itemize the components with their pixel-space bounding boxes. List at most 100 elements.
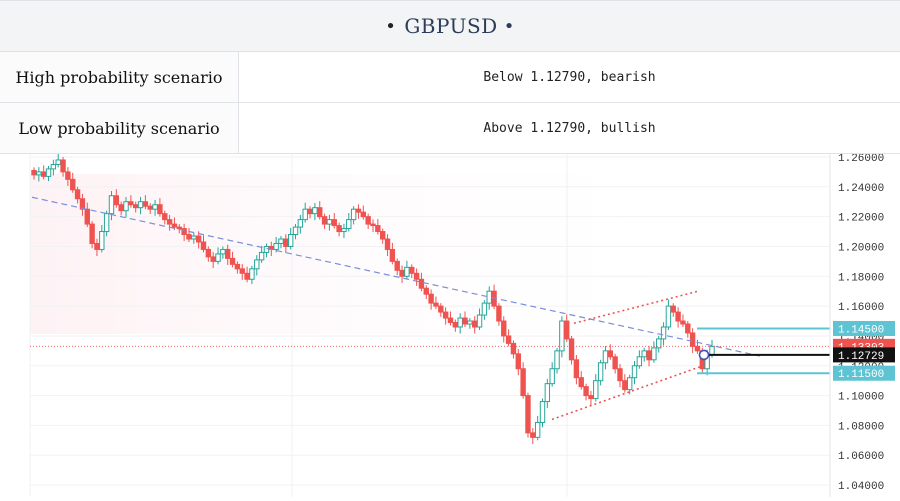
candle-bearish: [375, 225, 381, 233]
candle-bullish: [626, 377, 633, 391]
candle-bullish: [326, 219, 333, 225]
candle-bearish: [428, 293, 434, 304]
candle-bearish: [74, 189, 81, 200]
y-tick-label: 1.24000: [838, 183, 884, 195]
candle-bullish: [287, 234, 294, 247]
level-label-text: 1.14500: [838, 324, 884, 336]
y-tick-label: 1.20000: [838, 242, 884, 254]
candle-bullish: [263, 245, 270, 253]
price-chart: 1.26000 1.24000 1.22000 1.20000 1.18000 1.160…: [0, 153, 900, 497]
y-tick-label: 1.16000: [838, 302, 884, 314]
candle-bullish: [191, 235, 197, 240]
candle-bearish: [205, 248, 212, 258]
candle-bearish: [423, 287, 429, 295]
candle-bullish: [36, 171, 42, 176]
candle-bearish: [505, 335, 512, 344]
candle-bearish: [525, 395, 531, 434]
candle-bullish: [709, 345, 715, 356]
candle-bearish: [384, 238, 391, 250]
candle-bullish: [457, 317, 463, 328]
candle-bullish: [404, 266, 410, 277]
candle-bearish: [685, 323, 691, 334]
candle-bearish: [433, 302, 439, 307]
scenario-row-high: High probability scenario Below 1.12790,…: [0, 52, 900, 103]
candle-bearish: [229, 257, 236, 265]
candle-bearish: [355, 208, 362, 213]
candle-bearish: [394, 260, 400, 271]
candle-bearish: [370, 223, 376, 227]
key-level-marker: [698, 349, 710, 361]
candle-bearish: [568, 338, 575, 361]
candle-bearish: [520, 368, 526, 397]
chart-svg: 1.26000 1.24000 1.22000 1.20000 1.18000 1.160…: [29, 153, 895, 497]
candle-bullish: [297, 219, 304, 228]
candle-bearish: [210, 256, 216, 262]
candle-bearish: [622, 380, 628, 391]
candle-bearish: [234, 263, 241, 270]
candle-bullish: [476, 314, 483, 328]
candle-bullish: [292, 226, 299, 236]
title-bullet-right: •: [503, 15, 515, 37]
candle-bearish: [472, 320, 478, 328]
candle-bullish: [350, 208, 357, 221]
title-row: • GBPUSD •: [0, 1, 900, 52]
candle-bullish: [273, 242, 279, 250]
candle-bearish: [607, 350, 613, 358]
candle-bearish: [157, 204, 163, 215]
candle-bullish: [152, 204, 158, 210]
channel-upper-line: [573, 290, 699, 325]
candle-bearish: [573, 359, 580, 379]
candle-bullish: [278, 238, 284, 244]
candle-bearish: [186, 234, 192, 240]
candle-bearish: [442, 311, 449, 319]
candle-bullish: [258, 251, 265, 261]
candle-bearish: [365, 216, 371, 225]
candle-bullish: [651, 347, 657, 361]
candle-bullish: [467, 320, 473, 325]
candle-bearish: [462, 317, 468, 325]
candle-bearish: [70, 178, 76, 191]
candle-bullish: [656, 338, 662, 349]
candle-bearish: [578, 377, 584, 388]
candle-bearish: [389, 248, 396, 262]
candle-bullish: [220, 248, 226, 255]
candle-bearish: [379, 231, 386, 240]
candle-bearish: [283, 238, 289, 247]
candle-bearish: [225, 248, 231, 259]
candle-bullish: [302, 208, 308, 221]
candle-bearish: [564, 320, 570, 340]
candle-bearish: [128, 201, 134, 206]
candle-bullish: [539, 401, 546, 423]
candle-bullish: [554, 350, 560, 370]
candle-bearish: [515, 353, 521, 370]
candle-bearish: [675, 311, 681, 322]
candle-bearish: [452, 322, 459, 328]
candle-bearish: [331, 219, 337, 227]
candle-bearish: [680, 320, 686, 325]
candle-bullish: [346, 219, 352, 230]
background-band: [30, 174, 710, 334]
candle-bearish: [176, 226, 182, 230]
scenario-table: • GBPUSD • High probability scenario Bel…: [0, 0, 900, 154]
y-tick-label: 1.04000: [838, 481, 884, 493]
candle-bearish: [501, 320, 507, 337]
candle-bearish: [147, 205, 153, 210]
candle-bullish: [103, 213, 110, 233]
candle-bullish: [341, 228, 347, 233]
candle-bearish: [317, 207, 323, 218]
candle-bearish: [65, 171, 71, 180]
candle-bearish: [94, 242, 100, 250]
candle-bearish: [530, 432, 536, 438]
level-label-text: 1.11500: [838, 369, 884, 381]
candle-bearish: [447, 317, 454, 324]
candle-bearish: [583, 386, 589, 397]
candle-bearish: [418, 278, 425, 289]
candle-bullish: [641, 350, 647, 358]
candle-bullish: [660, 326, 667, 340]
candle-bullish: [137, 201, 144, 209]
candle-bearish: [689, 332, 696, 347]
candle-bullish: [593, 380, 599, 400]
candle-bullish: [249, 268, 255, 280]
candles: [31, 153, 715, 444]
